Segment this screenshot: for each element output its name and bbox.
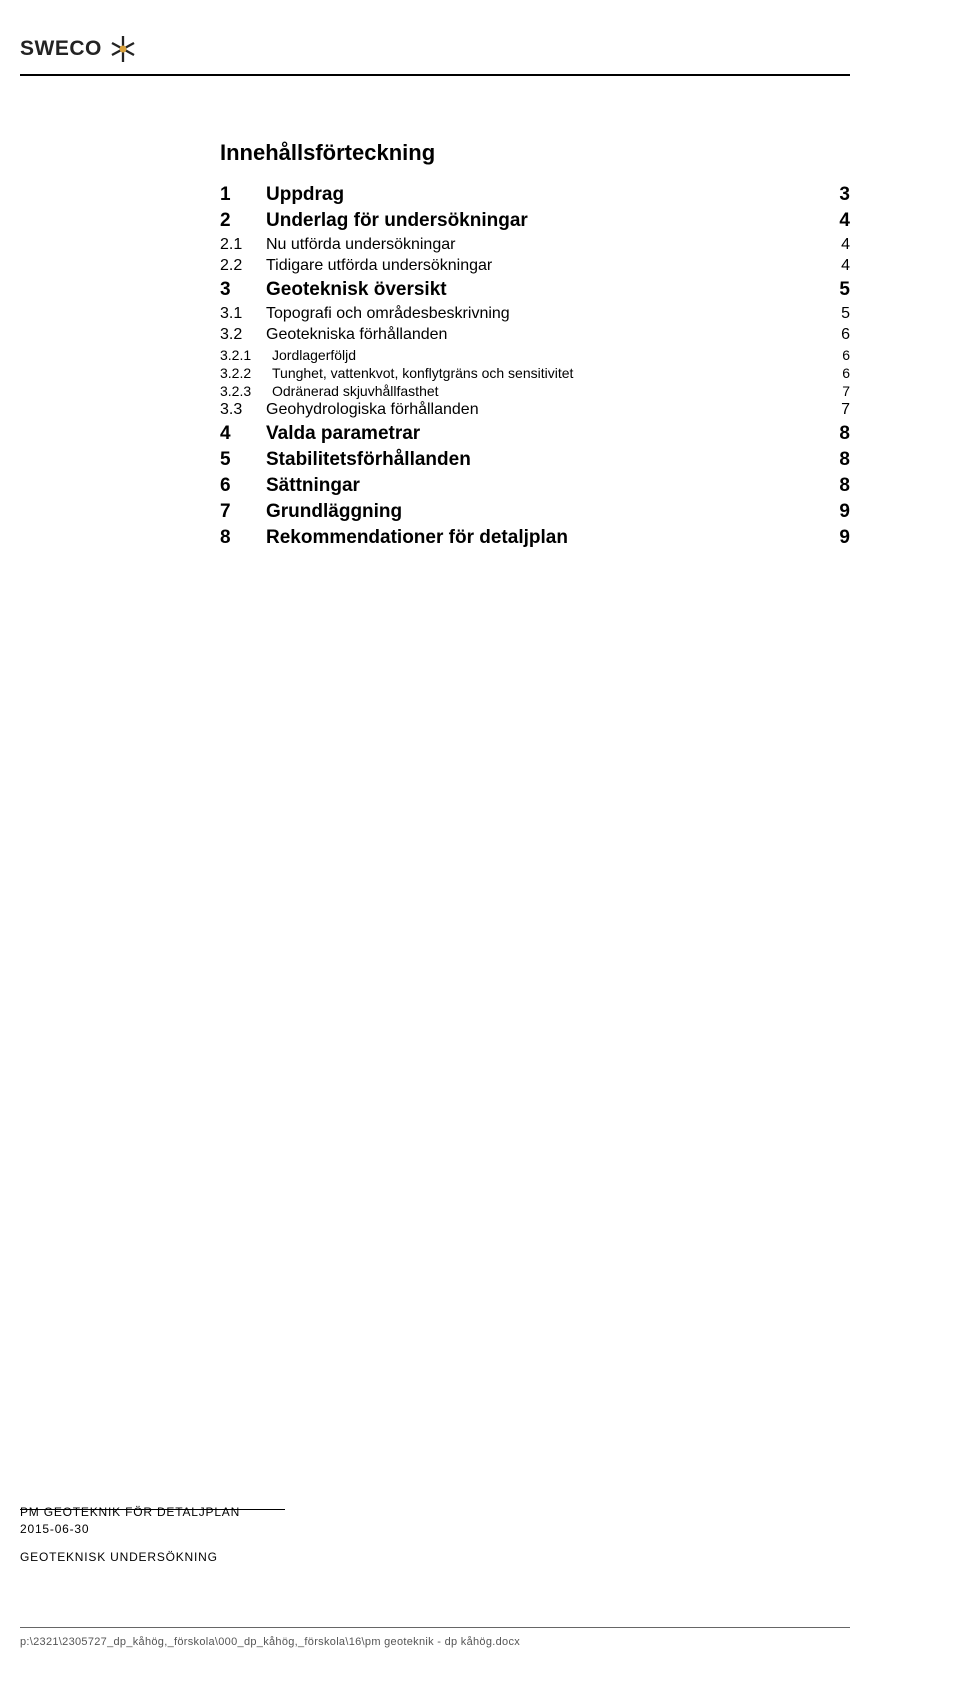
toc-entry-number: 7: [220, 501, 266, 523]
toc-entry: 3.2.2Tunghet, vattenkvot, konflytgräns o…: [220, 365, 850, 381]
toc-entry-label: Geohydrologiska förhållanden: [266, 401, 826, 419]
toc-entry-page: 5: [826, 279, 850, 301]
toc-entry-number: 3.2.2: [220, 365, 272, 381]
footer-doc-date: 2015-06-30: [20, 1521, 240, 1538]
toc-entry-page: 8: [826, 475, 850, 497]
toc-entry: 3.2Geotekniska förhållanden6: [220, 326, 850, 344]
toc-entry-number: 3.2.1: [220, 347, 272, 363]
toc-entry-page: 4: [826, 257, 850, 275]
toc-entry-number: 2.1: [220, 236, 266, 254]
footer-file-path: p:\2321\2305727_dp_kåhög,_förskola\000_d…: [20, 1636, 520, 1648]
toc-entry: 2.1Nu utförda undersökningar4: [220, 236, 850, 254]
toc-entry-number: 2: [220, 210, 266, 232]
toc-entry-page: 8: [826, 423, 850, 445]
toc-entry-page: 4: [826, 236, 850, 254]
toc-entry-page: 9: [826, 501, 850, 523]
toc-entry-label: Tidigare utförda undersökningar: [266, 257, 826, 275]
footer-long-divider: [20, 1627, 850, 1628]
toc-entry: 7Grundläggning9: [220, 501, 850, 523]
toc-entry: 2.2Tidigare utförda undersökningar4: [220, 257, 850, 275]
toc-title: Innehållsförteckning: [220, 140, 850, 166]
toc-entry-page: 6: [826, 365, 850, 381]
toc-entry-page: 5: [826, 305, 850, 323]
toc-entry-label: Topografi och områdesbeskrivning: [266, 305, 826, 323]
toc-entry-page: 4: [826, 210, 850, 232]
toc-entry-label: Odränerad skjuvhållfasthet: [272, 383, 826, 399]
toc-entry-label: Tunghet, vattenkvot, konflytgräns och se…: [272, 365, 826, 381]
brand-logo-icon: [108, 34, 138, 64]
toc-entry-number: 1: [220, 184, 266, 206]
toc-entry-label: Rekommendationer för detaljplan: [266, 527, 826, 549]
toc-entry-label: Sättningar: [266, 475, 826, 497]
toc-entry-label: Stabilitetsförhållanden: [266, 449, 826, 471]
toc-entry: 4Valda parametrar8: [220, 423, 850, 445]
toc-entry-label: Nu utförda undersökningar: [266, 236, 826, 254]
toc-entry: 6Sättningar8: [220, 475, 850, 497]
toc-entry: 3.3Geohydrologiska förhållanden7: [220, 401, 850, 419]
toc-entry: 5Stabilitetsförhållanden8: [220, 449, 850, 471]
toc-entry-number: 3.3: [220, 401, 266, 419]
toc-entry: 3.1Topografi och områdesbeskrivning5: [220, 305, 850, 323]
footer-doc-title: PM GEOTEKNIK FÖR DETALJPLAN: [20, 1504, 240, 1521]
toc-entry-label: Valda parametrar: [266, 423, 826, 445]
footer-gap: [20, 1539, 240, 1549]
toc-entry: 2Underlag för undersökningar4: [220, 210, 850, 232]
document-page: SWECO Innehållsförteckning 1Uppdrag32Und…: [0, 0, 960, 1688]
toc-entry-page: 8: [826, 449, 850, 471]
toc-entry: 8Rekommendationer för detaljplan9: [220, 527, 850, 549]
toc-entry-number: 5: [220, 449, 266, 471]
toc-entry-number: 3: [220, 279, 266, 301]
toc-entry-label: Uppdrag: [266, 184, 826, 206]
toc-entry-page: 6: [826, 326, 850, 344]
toc-entry-page: 3: [826, 184, 850, 206]
table-of-contents: Innehållsförteckning 1Uppdrag32Underlag …: [220, 140, 850, 549]
toc-entry-label: Underlag för undersökningar: [266, 210, 826, 232]
toc-entry-number: 2.2: [220, 257, 266, 275]
toc-entry-page: 9: [826, 527, 850, 549]
toc-entry-number: 3.2.3: [220, 383, 272, 399]
toc-entry: 3Geoteknisk översikt5: [220, 279, 850, 301]
toc-entry-number: 3.2: [220, 326, 266, 344]
toc-entries: 1Uppdrag32Underlag för undersökningar42.…: [220, 184, 850, 549]
footer-meta: PM GEOTEKNIK FÖR DETALJPLAN 2015-06-30 G…: [20, 1504, 240, 1566]
toc-entry: 3.2.3Odränerad skjuvhållfasthet7: [220, 383, 850, 399]
toc-entry-page: 7: [826, 401, 850, 419]
brand-logo-text: SWECO: [20, 37, 102, 61]
toc-entry-label: Grundläggning: [266, 501, 826, 523]
toc-entry-label: Geoteknisk översikt: [266, 279, 826, 301]
toc-entry-number: 6: [220, 475, 266, 497]
toc-entry-number: 8: [220, 527, 266, 549]
footer-doc-subtitle: GEOTEKNISK UNDERSÖKNING: [20, 1549, 240, 1566]
toc-entry-label: Geotekniska förhållanden: [266, 326, 826, 344]
toc-entry: 1Uppdrag3: [220, 184, 850, 206]
toc-entry-page: 6: [826, 347, 850, 363]
toc-entry-label: Jordlagerföljd: [272, 347, 826, 363]
toc-entry-number: 4: [220, 423, 266, 445]
toc-entry-page: 7: [826, 383, 850, 399]
toc-entry: 3.2.1Jordlagerföljd6: [220, 347, 850, 363]
brand-logo: SWECO: [20, 34, 138, 64]
toc-entry-number: 3.1: [220, 305, 266, 323]
header-divider: [20, 74, 850, 76]
